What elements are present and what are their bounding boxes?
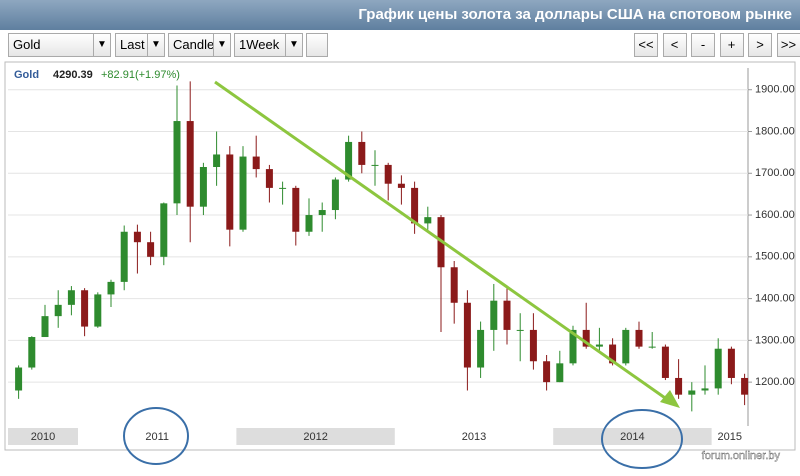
candle-body bbox=[582, 329, 590, 347]
candle-body bbox=[384, 164, 392, 184]
candle-body bbox=[609, 344, 617, 364]
candle-body bbox=[252, 156, 260, 170]
circle-annotation bbox=[601, 409, 683, 469]
select[interactable]: 1Week ▼ bbox=[234, 33, 303, 57]
candle-body bbox=[450, 267, 458, 303]
candle-body bbox=[477, 329, 485, 368]
candle-body bbox=[173, 121, 181, 204]
x-tick-label: 2011 bbox=[145, 431, 169, 443]
candle-body bbox=[569, 329, 577, 364]
candle-body bbox=[345, 141, 353, 180]
header-title: График цены золота за доллары США на спо… bbox=[0, 0, 800, 30]
y-tick-label: 1500.00 bbox=[755, 251, 795, 263]
circle-annotation bbox=[123, 407, 189, 465]
trend-arrow bbox=[214, 80, 669, 402]
candle-body bbox=[15, 367, 23, 391]
candle-body bbox=[94, 294, 102, 327]
settings-button[interactable] bbox=[306, 33, 328, 57]
candle-body bbox=[292, 187, 300, 232]
candle-body bbox=[239, 156, 247, 230]
candle-body bbox=[213, 154, 221, 168]
y-tick-label: 1700.00 bbox=[755, 167, 795, 179]
candle-body bbox=[411, 187, 419, 224]
candle-body bbox=[160, 203, 168, 257]
candle-body bbox=[701, 388, 709, 391]
x-tick-label: 2013 bbox=[462, 431, 486, 443]
candle-body bbox=[424, 217, 432, 224]
candle-body bbox=[305, 215, 313, 232]
candle-body bbox=[516, 329, 524, 331]
candle-body bbox=[265, 169, 273, 188]
candle-body bbox=[371, 164, 379, 166]
nav-button[interactable]: < bbox=[662, 33, 687, 57]
candle-body bbox=[279, 187, 287, 189]
last-price: 4290.39 bbox=[53, 69, 93, 81]
candle-body bbox=[186, 121, 194, 207]
y-tick-label: 1800.00 bbox=[755, 125, 795, 137]
candle-body bbox=[741, 377, 749, 395]
select[interactable]: Last ▼ bbox=[115, 33, 165, 57]
candle-body bbox=[226, 154, 234, 230]
nav-button[interactable]: > bbox=[748, 33, 772, 57]
candle-body bbox=[463, 302, 471, 368]
candle-body bbox=[714, 348, 722, 389]
symbol: Gold bbox=[14, 69, 39, 81]
candle-body bbox=[595, 344, 603, 347]
candle-body bbox=[688, 390, 696, 395]
x-tick-label: 2014 bbox=[620, 431, 644, 443]
nav-button[interactable]: - bbox=[691, 33, 715, 57]
candle-body bbox=[133, 231, 141, 243]
year-band bbox=[8, 428, 78, 445]
x-tick-label: 2015 bbox=[718, 431, 742, 443]
y-tick-label: 1300.00 bbox=[755, 334, 795, 346]
year-band bbox=[236, 428, 395, 445]
candle-body bbox=[28, 337, 36, 368]
candle-body bbox=[648, 346, 656, 348]
select[interactable]: Gold ▼ bbox=[8, 33, 111, 57]
candle-body bbox=[543, 361, 551, 383]
candle-body bbox=[318, 210, 326, 216]
candle-body bbox=[67, 290, 75, 305]
candle-body bbox=[107, 281, 115, 295]
y-tick-label: 1200.00 bbox=[755, 376, 795, 388]
candle-body bbox=[727, 348, 735, 378]
y-tick-label: 1900.00 bbox=[755, 84, 795, 96]
nav-button[interactable]: << bbox=[634, 33, 658, 57]
candle-body bbox=[199, 167, 207, 207]
nav-button[interactable]: + bbox=[719, 33, 744, 57]
candle-body bbox=[490, 300, 498, 330]
candle-body bbox=[635, 329, 643, 347]
select[interactable]: Candle ▼ bbox=[168, 33, 231, 57]
arrow-head bbox=[660, 390, 680, 408]
y-tick-label: 1600.00 bbox=[755, 209, 795, 221]
candle-body bbox=[120, 231, 128, 282]
candle-body bbox=[54, 304, 62, 317]
chart-frame bbox=[4, 61, 796, 451]
candle-body bbox=[41, 316, 49, 338]
candle-body bbox=[358, 141, 366, 165]
x-tick-label: 2010 bbox=[31, 431, 55, 443]
candle-body bbox=[675, 377, 683, 395]
candle-body bbox=[503, 300, 511, 330]
candle-body bbox=[622, 329, 630, 364]
change: +82.91(+1.97%) bbox=[101, 69, 180, 81]
candle-body bbox=[529, 329, 537, 362]
candle-body bbox=[147, 242, 155, 257]
candle-body bbox=[556, 363, 564, 383]
candle-body bbox=[331, 179, 339, 211]
year-band bbox=[553, 428, 712, 445]
x-tick-label: 2012 bbox=[303, 431, 327, 443]
candle-body bbox=[81, 290, 89, 327]
watermark: forum.onliner.by bbox=[702, 450, 781, 462]
candle-body bbox=[397, 183, 405, 188]
candle-body bbox=[661, 346, 669, 378]
y-tick-label: 1400.00 bbox=[755, 292, 795, 304]
